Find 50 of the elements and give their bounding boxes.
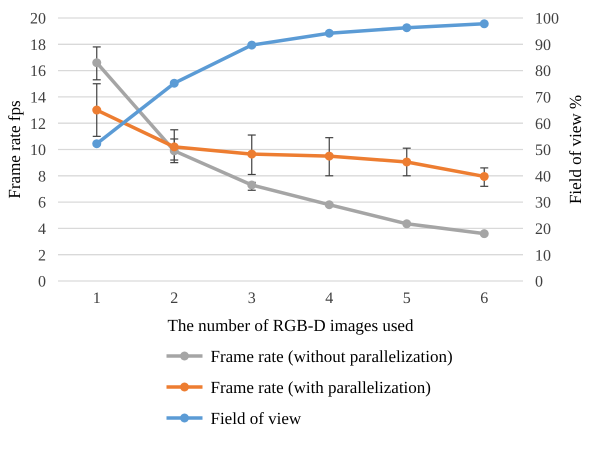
y2-tick-label: 70: [535, 90, 551, 106]
y-tick-label: 14: [30, 90, 46, 106]
point: [247, 150, 256, 159]
x-tick-label: 5: [402, 290, 411, 307]
y-tick-label: 18: [30, 36, 46, 54]
y-tick-label: 10: [30, 142, 46, 160]
point: [480, 172, 489, 181]
y2-tick-label: 100: [535, 10, 559, 28]
y-tick-label: 20: [30, 10, 46, 28]
point: [324, 152, 334, 161]
point: [324, 28, 334, 38]
y2-tick-label: 10: [535, 247, 551, 264]
point: [247, 40, 256, 50]
y2-tick-label: 60: [535, 116, 551, 133]
y-tick-label: 2: [38, 247, 46, 264]
y2-tick-label: 40: [535, 168, 551, 186]
x-axis-title: The number of RGB-D images used: [168, 316, 414, 335]
point: [480, 229, 489, 238]
legend-label: Frame rate (with parallelization): [210, 378, 431, 397]
point: [402, 23, 412, 32]
y2-tick-label: 50: [535, 142, 551, 160]
x-tick-label: 3: [248, 290, 256, 307]
point: [170, 78, 179, 88]
y-tick-label: 0: [38, 274, 46, 291]
point: [324, 200, 334, 210]
y-tick-label: 16: [30, 63, 46, 80]
y-tick-label: 6: [38, 194, 46, 212]
point: [92, 139, 102, 148]
point: [92, 106, 102, 115]
point: [170, 142, 179, 152]
x-tick-label: 1: [92, 290, 101, 307]
point: [92, 58, 102, 68]
y2-tick-label: 30: [535, 194, 551, 212]
y-tick-label: 8: [38, 168, 46, 186]
point: [480, 19, 489, 28]
x-tick-label: 2: [170, 290, 178, 307]
y2-axis-title: Field of view %: [566, 94, 585, 204]
y-axis-title: Frame rate fps: [5, 100, 24, 199]
x-tick-label: 6: [480, 290, 488, 307]
y-tick-label: 12: [30, 116, 46, 133]
y2-tick-label: 80: [535, 63, 551, 80]
y2-tick-label: 20: [535, 221, 551, 238]
point: [402, 157, 412, 166]
y2-tick-label: 0: [535, 274, 543, 291]
point: [402, 219, 412, 228]
y-tick-label: 4: [38, 221, 46, 238]
x-tick-label: 4: [325, 290, 334, 307]
legend-label: Frame rate (without parallelization): [210, 346, 453, 366]
legend-label: Field of view: [210, 408, 302, 428]
y2-tick-label: 90: [535, 36, 551, 54]
